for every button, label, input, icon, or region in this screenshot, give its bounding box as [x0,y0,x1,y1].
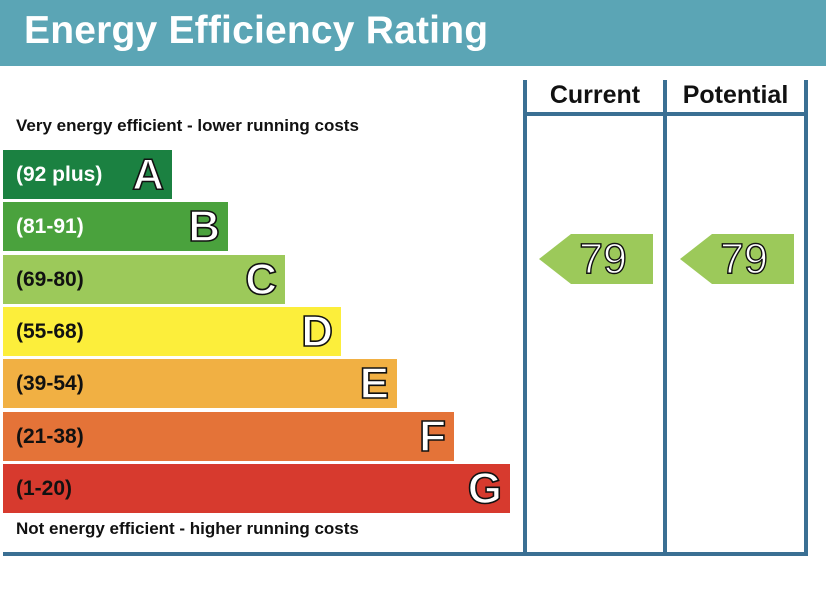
page-title: Energy Efficiency Rating [24,9,489,52]
bottom-note: Not energy efficient - higher running co… [16,519,359,538]
band-range-label: (21-38) [16,425,84,448]
header-underline [523,112,808,116]
band-letter: D [300,306,333,357]
band-letter: A [131,149,164,200]
band-letter: G [467,463,503,514]
divider-right [804,80,808,556]
band-letter: B [187,201,220,252]
potential-arrow-shape [680,234,794,284]
current-rating-value: 79 [578,234,627,283]
divider-left [523,80,527,556]
column-header-potential: Potential [682,81,789,109]
header-bar: Energy Efficiency Rating [0,0,826,66]
current-arrow-shape [539,234,653,284]
band-range-label: (81-91) [16,215,84,238]
band-range-label: (39-54) [16,372,84,395]
band-range-label: (92 plus) [16,163,103,186]
band-range-label: (1-20) [16,477,73,500]
divider-middle [663,80,667,556]
band-a: (92 plus) A [3,149,172,200]
bottom-border [3,552,808,556]
current-rating-arrow: 79 [539,234,653,284]
band-range-label: (55-68) [16,320,84,343]
band-c: (69-80) C [3,254,285,305]
potential-rating-value: 79 [719,234,768,283]
band-d: (55-68) D [3,306,341,357]
band-b: (81-91) B [3,201,228,252]
band-range-label: (69-80) [16,268,84,291]
potential-rating-arrow: 79 [680,234,794,284]
band-letter: E [359,358,390,409]
band-f: (21-38) F [3,411,454,462]
band-letter: F [418,411,446,462]
band-g: (1-20) G [3,463,510,514]
column-header-current: Current [549,81,641,109]
band-e: (39-54) E [3,358,397,409]
top-note: Very energy efficient - lower running co… [16,116,359,135]
band-letter: C [244,254,277,305]
